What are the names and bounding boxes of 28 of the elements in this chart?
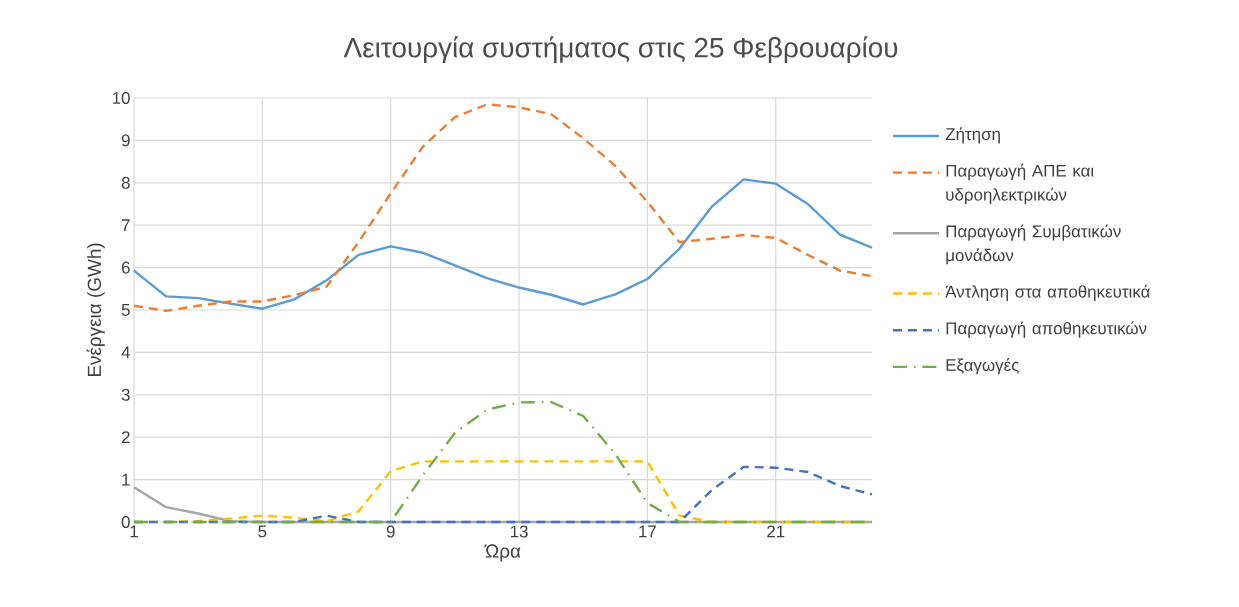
y-tick-label: 5 bbox=[121, 304, 130, 316]
y-tick-label: 10 bbox=[112, 92, 130, 104]
y-tick-label: 4 bbox=[121, 346, 130, 359]
x-tick-label: 1 bbox=[130, 525, 138, 538]
y-tick-label: 1 bbox=[122, 473, 130, 486]
y-tick-label: 8 bbox=[121, 176, 130, 189]
line-series bbox=[132, 178, 874, 310]
legend-label: Παραγωγή αποθηκευτικών bbox=[946, 321, 1147, 338]
y-tick-label: 0 bbox=[121, 516, 130, 528]
x-tick-label: 13 bbox=[510, 525, 528, 538]
y-tick-label: 7 bbox=[121, 219, 130, 232]
y-tick-label: 6 bbox=[121, 261, 130, 274]
legend-label: Εξαγωγές bbox=[946, 358, 1019, 375]
x-tick-label: 17 bbox=[639, 525, 656, 538]
legend-label: Παραγωγή Συμβατικών μονάδων bbox=[946, 224, 1121, 265]
y-tick-label: 2 bbox=[121, 431, 130, 444]
y-tick-label: 9 bbox=[121, 134, 130, 147]
x-axis-title: Ώρα bbox=[484, 544, 521, 562]
line-series bbox=[132, 103, 874, 313]
y-tick-label: 3 bbox=[121, 388, 130, 401]
x-tick-label: 9 bbox=[386, 525, 395, 538]
y-axis-title: Ενέργεια (GWh) bbox=[86, 243, 105, 377]
x-tick-label: 5 bbox=[258, 525, 267, 538]
x-tick-label: 21 bbox=[767, 525, 785, 538]
legend-label: Ζήτηση bbox=[945, 127, 1000, 144]
legend-label: Άντληση στα αποθηκευτικά bbox=[945, 284, 1150, 302]
legend-label: Παραγωγή ΑΠΕ και υδροηλεκτρικών bbox=[946, 163, 1094, 205]
chart-title: Λειτουργία συστήματος στις 25 Φεβρουαρίου bbox=[343, 36, 898, 64]
